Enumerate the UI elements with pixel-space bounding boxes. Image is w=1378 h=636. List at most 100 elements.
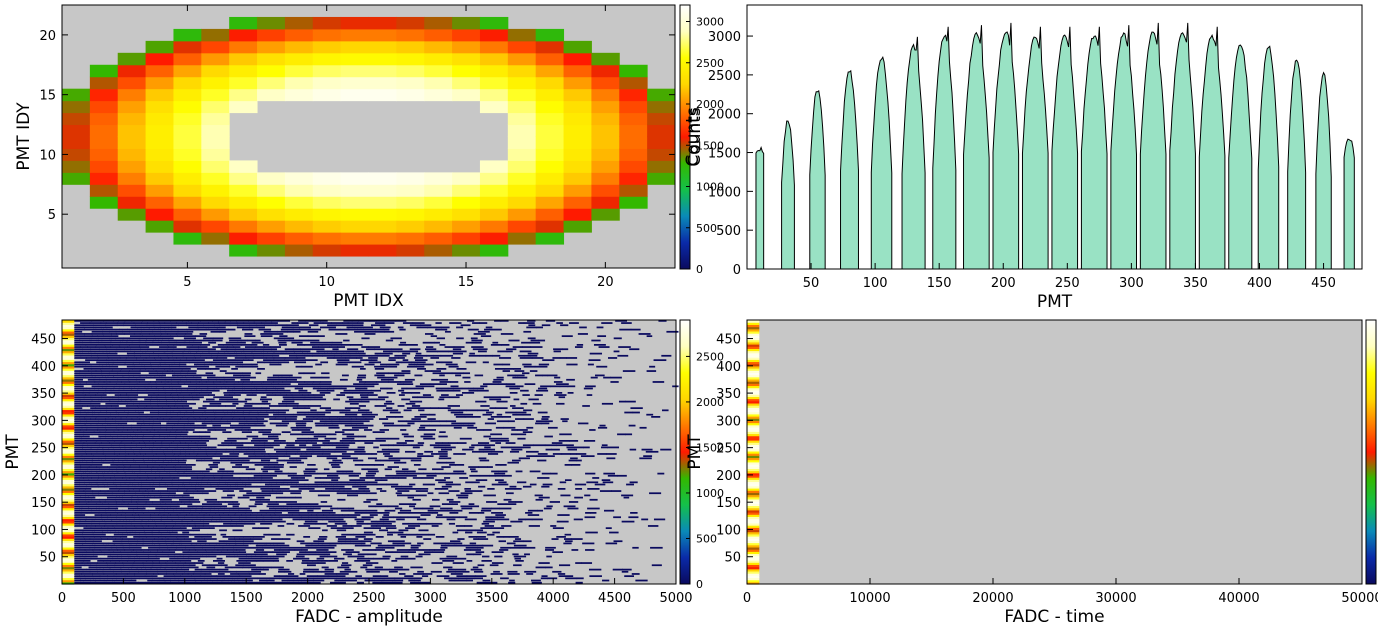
fadc-amplitude-cell	[213, 525, 220, 527]
fadc-amplitude-cell	[167, 547, 177, 549]
fadc-amplitude-cell	[535, 423, 541, 425]
pmt-map-cell	[480, 172, 508, 184]
fadc-amplitude-cell	[246, 510, 252, 512]
fadc-amplitude-cell	[203, 477, 215, 479]
fadc-amplitude-cell	[98, 492, 105, 494]
fadc-amplitude-cell	[180, 359, 186, 361]
fadc-amplitude-cell	[133, 484, 139, 486]
fadc-amplitude-cell	[491, 471, 499, 473]
fadc-amplitude-cell	[374, 366, 387, 368]
fadc-amplitude-cell	[150, 403, 158, 405]
fadc-amplitude-cell	[108, 490, 119, 492]
fadc-amplitude-cell	[252, 521, 264, 523]
fadc-amplitude-cell	[446, 484, 454, 486]
fadc-amplitude-cell	[80, 547, 90, 549]
fadc-amplitude-cell	[456, 368, 466, 370]
fadc-amplitude-cell	[93, 551, 102, 553]
fadc-amplitude-cell	[278, 569, 289, 571]
fadc-amplitude-cell	[189, 556, 201, 558]
fadc-amplitude-cell	[399, 573, 405, 575]
fadc-amplitude-cell	[117, 436, 128, 438]
fadc-amplitude-cell	[252, 381, 263, 383]
pmt-map-cell	[201, 184, 229, 196]
fadc-amplitude-cell	[230, 355, 237, 357]
fadc-amplitude-cell	[190, 381, 199, 383]
fadc-amplitude-cell	[249, 567, 261, 569]
fadc-amplitude-cell	[209, 553, 221, 555]
pmt-map-cell	[173, 184, 201, 196]
fadc-amplitude-cell	[350, 416, 356, 418]
pmt-map-cell	[173, 208, 201, 220]
fadc-amplitude-cell	[528, 514, 539, 516]
fadc-amplitude-cell	[174, 466, 181, 468]
fadc-amplitude-cell	[348, 322, 358, 324]
fadc-amplitude-cell	[172, 442, 181, 444]
fadc-amplitude-cell	[438, 481, 445, 483]
fadc-amplitude-cell	[266, 416, 276, 418]
fadc-amplitude-cell	[142, 425, 154, 427]
fadc-amplitude-cell	[423, 484, 435, 486]
fadc-amplitude-cell	[547, 577, 557, 579]
fadc-amplitude-cell	[190, 348, 199, 350]
fadc-amplitude-cell	[137, 405, 147, 407]
fadc-amplitude-cell	[154, 351, 165, 353]
fadc-amplitude-cell	[143, 562, 154, 564]
fadc-amplitude-cell	[90, 547, 95, 549]
fadc-amplitude-cell	[204, 514, 210, 516]
fadc-amplitude-cell	[74, 403, 80, 405]
pmt-map-cell	[118, 89, 146, 101]
fadc-amplitude-cell	[186, 324, 198, 326]
fadc-amplitude-cell	[199, 416, 208, 418]
pmt-map-cell	[452, 65, 480, 77]
fadc-amplitude-cell	[331, 322, 343, 324]
fadc-amplitude-cell	[497, 414, 502, 416]
fadc-amplitude-cell	[233, 451, 239, 453]
fadc-amplitude-cell	[180, 442, 186, 444]
fadc-amplitude-cell	[416, 556, 423, 558]
fadc-amplitude-cell	[199, 534, 208, 536]
fadc-amplitude-cell	[382, 423, 394, 425]
fadc-amplitude-cell	[511, 447, 523, 449]
fadc-amplitude-cell	[501, 525, 511, 527]
fadc-amplitude-cell	[184, 471, 194, 473]
fadc-amplitude-cell	[178, 383, 184, 385]
fadc-amplitude-cell	[236, 447, 249, 449]
fadc-amplitude-cell	[98, 486, 105, 488]
fadc-amplitude-cell	[307, 442, 317, 444]
fadc-amplitude-cell	[145, 567, 152, 569]
fadc-amplitude-cell	[216, 543, 226, 545]
fadc-amplitude-cell	[208, 447, 216, 449]
fadc-amplitude-cell	[406, 534, 417, 536]
fadc-amplitude-cell	[93, 438, 100, 440]
fadc-amplitude-cell	[551, 449, 559, 451]
fadc-amplitude-cell	[479, 322, 487, 324]
fadc-amplitude-cell	[368, 549, 376, 551]
fadc-amplitude-cell	[621, 322, 632, 324]
fadc-amplitude-cell	[74, 335, 84, 337]
fadc-amplitude-cell	[209, 405, 219, 407]
fadc-amplitude-cell	[137, 508, 145, 510]
fadc-amplitude-cell	[138, 407, 145, 409]
fadc-amplitude-cell	[169, 532, 178, 534]
fadc-amplitude-cell	[405, 379, 415, 381]
fadc-amplitude-cell	[129, 468, 140, 470]
fadc-amplitude-cell	[296, 355, 305, 357]
fadc-amplitude-cell	[192, 527, 199, 529]
fadc-amplitude-cell	[441, 355, 453, 357]
fadc-amplitude-cell	[340, 521, 346, 523]
pmt-map-cell	[146, 137, 174, 149]
fadc-amplitude-cell	[329, 481, 341, 483]
fadc-amplitude-cell	[480, 348, 488, 350]
pmt-map-cell	[146, 65, 174, 77]
fadc-amplitude-cell	[321, 577, 328, 579]
fadc-amplitude-cell	[107, 577, 117, 579]
fadc-amplitude-cell	[149, 556, 157, 558]
fadc-amplitude-cell	[328, 519, 335, 521]
fadc-amplitude-cell	[183, 407, 192, 409]
fadc-amplitude-cell	[160, 512, 169, 514]
fadc-amplitude-cell	[80, 370, 89, 372]
fadc-amplitude-cell	[153, 564, 162, 566]
fadc-amplitude-cell	[131, 543, 144, 545]
fadc-amplitude-cell	[380, 558, 390, 560]
fadc-amplitude-cell	[397, 551, 409, 553]
